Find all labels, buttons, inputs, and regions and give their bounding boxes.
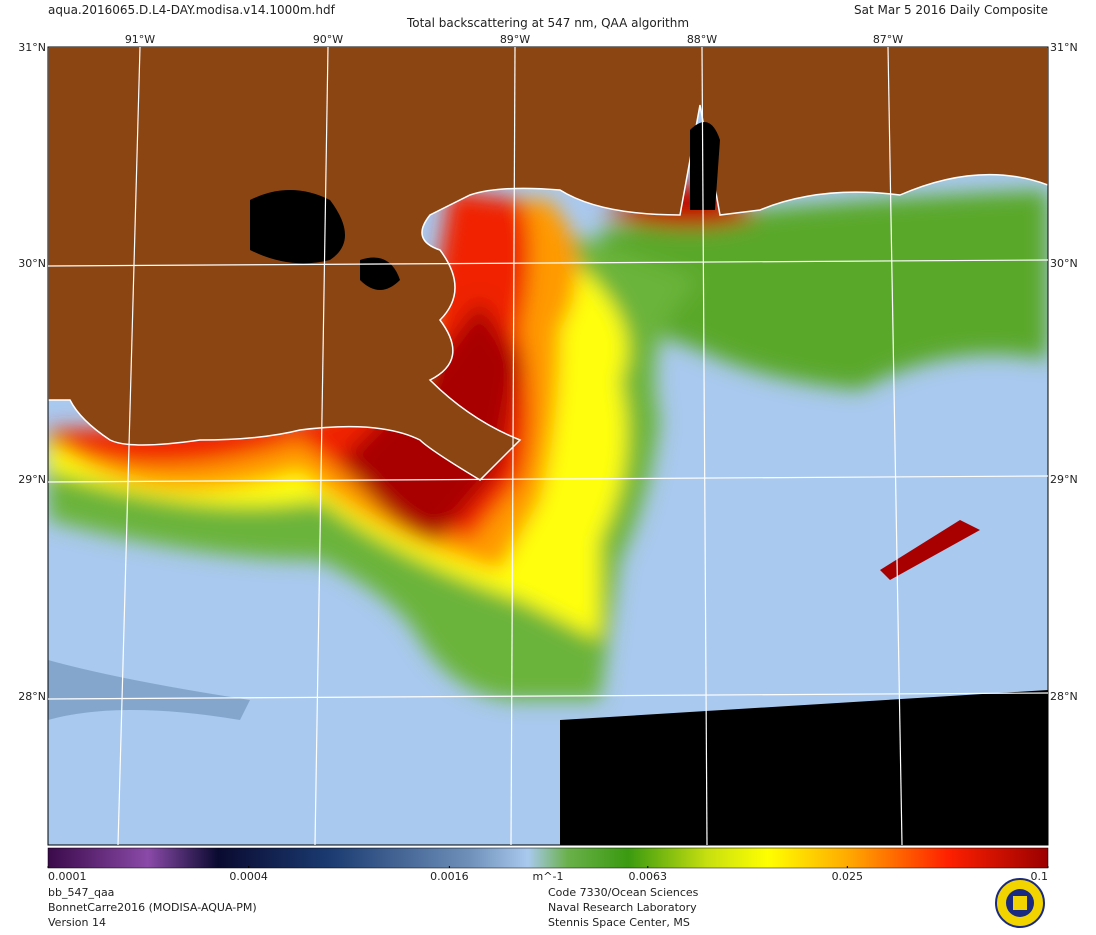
lon-label: 88°W [687,33,717,46]
lon-label: 87°W [873,33,903,46]
lon-line [701,46,708,846]
lon-label: 91°W [125,33,155,46]
colorbar-tick-label: 0.0063 [629,870,668,883]
colorbar [47,847,1049,869]
lat-label: 28°N [1050,690,1078,703]
lon-line [117,46,141,846]
colorbar-tick-label: 0.0001 [48,870,87,883]
colorbar-unit: m^-1 [533,870,564,883]
colorbar-tick-label: 0.025 [832,870,864,883]
colorbar-ticks: 0.0001 0.0004 0.0016 0.0063 0.025 0.1 [47,866,1049,883]
footer-left: Version 14 [48,916,106,929]
map-title: Total backscattering at 547 nm, QAA algo… [406,16,689,30]
colorbar-tick-label: 0.1 [1031,870,1049,883]
colorbar-tick-label: 0.0004 [229,870,268,883]
footer-left: BonnetCarre2016 (MODISA-AQUA-PM) [48,901,257,914]
file-name: aqua.2016065.D.L4-DAY.modisa.v14.1000m.h… [48,3,336,17]
lon-label: 89°W [500,33,530,46]
lat-label: 29°N [1050,473,1078,486]
lat-label: 30°N [1050,257,1078,270]
graticule: 31°N 31°N 30°N 30°N 29°N 29°N 28°N 28°N 91°W 90°W… [18,33,1078,846]
nrl-logo [995,878,1045,928]
lat-label: 28°N [18,690,46,703]
lon-line [887,46,903,846]
lat-line [47,259,1049,267]
footer-left: bb_547_qaa [48,886,114,899]
footer-right: Naval Research Laboratory [548,901,697,914]
lat-label: 31°N [1050,41,1078,54]
lon-label: 90°W [313,33,343,46]
map-frame [47,46,1049,846]
map-image [48,47,1048,845]
footer-right: Stennis Space Center, MS [548,916,690,929]
lat-label: 30°N [18,257,46,270]
date-label: Sat Mar 5 2016 Daily Composite [854,3,1048,17]
lat-label: 29°N [18,473,46,486]
lat-line [47,692,1049,700]
lon-line [510,46,516,846]
lon-line [314,46,329,846]
lat-line [47,475,1049,483]
colorbar-tick-label: 0.0016 [430,870,469,883]
footer-right: Code 7330/Ocean Sciences [548,886,699,899]
lat-label: 31°N [18,41,46,54]
